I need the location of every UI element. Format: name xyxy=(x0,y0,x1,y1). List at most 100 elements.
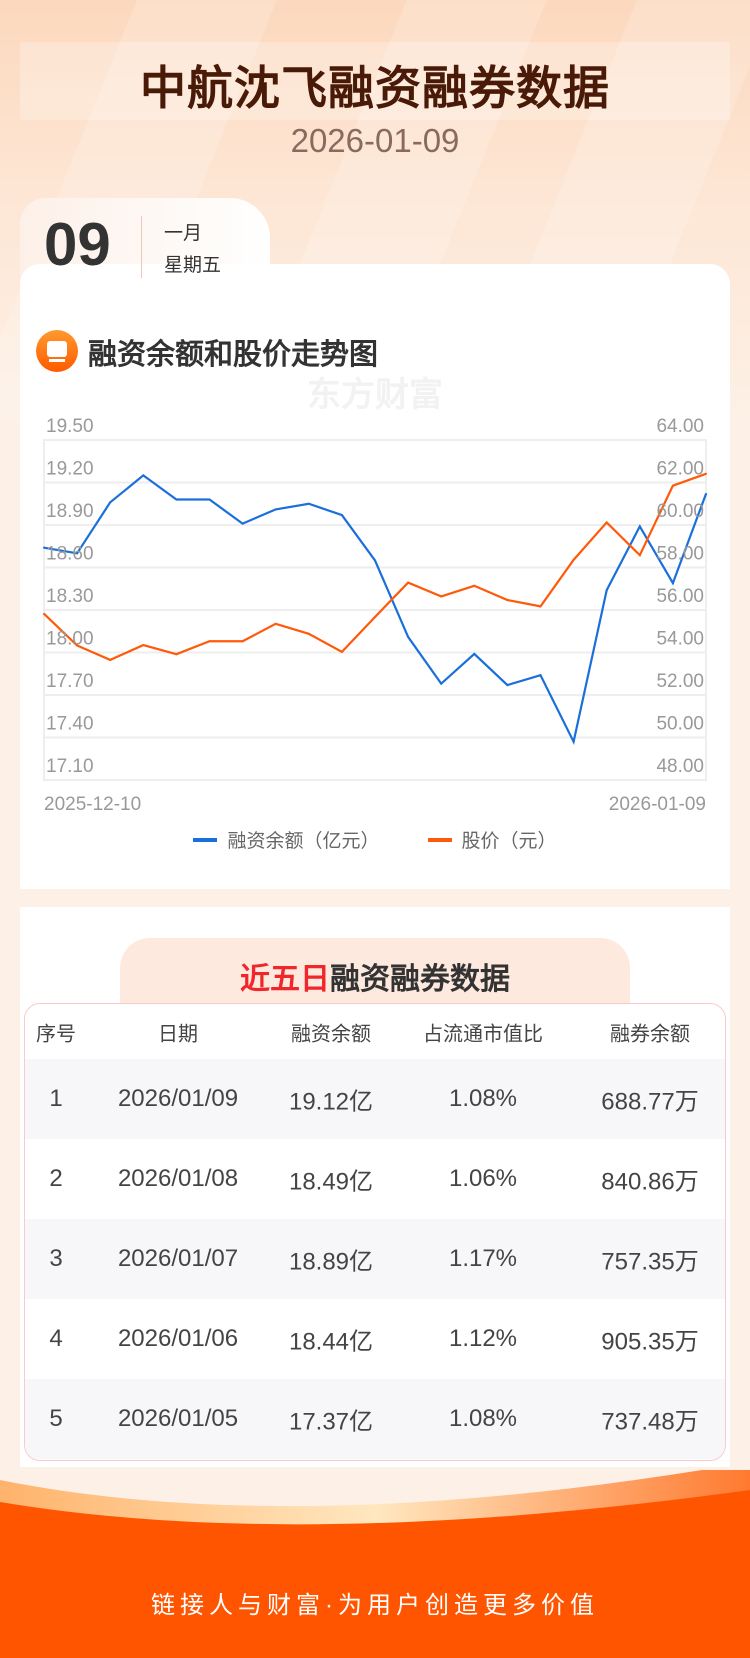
margin-balance-point xyxy=(175,498,178,501)
col-header: 融券余额 xyxy=(610,1023,690,1045)
price-point xyxy=(671,484,674,487)
row-date: 2026/01/06 xyxy=(117,1325,239,1352)
right-tick-label: 52.00 xyxy=(656,671,704,692)
table-row: 1 2026/01/09 19.12亿 1.08% 688.77万 xyxy=(25,1059,725,1139)
row-index: 4 xyxy=(49,1325,63,1352)
margin-balance-point xyxy=(572,740,575,743)
price-point xyxy=(142,644,145,647)
x-start-label: 2025-12-10 xyxy=(44,794,141,815)
left-tick-label: 17.10 xyxy=(46,756,94,777)
row-float-ratio: 1.17% xyxy=(448,1245,518,1272)
footer-slogan: 链接人与财富·为用户创造更多价值 xyxy=(151,1592,599,1619)
table-row: 5 2026/01/05 17.37亿 1.08% 737.48万 xyxy=(25,1379,725,1459)
left-tick-label: 17.70 xyxy=(46,671,94,692)
right-tick-label: 56.00 xyxy=(656,586,704,607)
chart-monitor-icon xyxy=(36,330,78,372)
title-band xyxy=(20,42,730,120)
margin-balance-point xyxy=(605,589,608,592)
margin-balance-point xyxy=(539,674,542,677)
margin-balance-point xyxy=(109,501,112,504)
row-float-ratio: 1.06% xyxy=(448,1165,518,1192)
margin-balance-point xyxy=(76,552,79,555)
margin-balance-point xyxy=(307,502,310,505)
legend-swatch-blue xyxy=(193,837,218,842)
margin-balance-point xyxy=(473,652,476,655)
margin-balance-point xyxy=(407,635,410,638)
watermark-logo: 东方财富 xyxy=(307,375,443,414)
col-header: 日期 xyxy=(158,1023,198,1045)
row-float-ratio: 1.08% xyxy=(448,1085,518,1112)
price-point xyxy=(175,653,178,656)
price-point xyxy=(374,616,376,619)
legend-label: 融资余额（亿元） xyxy=(227,831,380,852)
price-point xyxy=(539,605,542,608)
legend-label: 股价（元） xyxy=(461,831,557,852)
row-date: 2026/01/08 xyxy=(117,1165,239,1192)
table-title-rest: 融资融券数据 xyxy=(330,963,510,996)
chart-title: 融资余额和股价走势图 xyxy=(88,339,379,371)
row-date: 2026/01/09 xyxy=(117,1085,239,1112)
price-point xyxy=(208,640,211,643)
price-point xyxy=(407,581,410,584)
page-title: 中航沈飞融资融券数据 xyxy=(140,62,610,114)
row-date: 2026/01/07 xyxy=(117,1245,239,1272)
right-tick-label: 60.00 xyxy=(656,501,704,522)
right-tick-label: 48.00 xyxy=(656,756,704,777)
price-point xyxy=(473,584,476,587)
date-day: 09 xyxy=(44,211,111,278)
margin-balance-point xyxy=(671,582,674,585)
row-short-balance: 757.35万 xyxy=(601,1248,699,1276)
chart-card xyxy=(20,264,730,889)
price-point xyxy=(638,554,641,557)
left-tick-label: 18.30 xyxy=(46,586,94,607)
legend-item-price: 股价（元） xyxy=(427,826,557,853)
footer-wave xyxy=(0,1470,750,1658)
row-index: 5 xyxy=(49,1405,63,1432)
chart-legend: 融资余额（亿元） 股价（元） xyxy=(0,826,750,853)
price-point xyxy=(43,612,45,615)
right-tick-label: 54.00 xyxy=(656,629,704,650)
page-date: 2026-01-09 xyxy=(290,122,460,159)
margin-balance-point xyxy=(374,559,376,562)
margin-balance-line xyxy=(43,474,708,746)
left-tick-label: 18.60 xyxy=(46,544,94,565)
left-tick-label: 18.00 xyxy=(46,629,94,650)
price-point xyxy=(605,521,608,524)
margin-balance-point xyxy=(208,498,211,501)
margin-balance-point xyxy=(241,522,244,525)
row-float-ratio: 1.12% xyxy=(448,1325,518,1352)
price-point xyxy=(506,599,509,602)
date-weekday: 星期五 xyxy=(164,255,222,276)
margin-balance-point xyxy=(638,525,641,528)
price-point xyxy=(572,558,575,561)
x-end-label: 2026-01-09 xyxy=(609,794,706,815)
table-row: 2 2026/01/08 18.49亿 1.06% 840.86万 xyxy=(25,1139,725,1219)
table-header: 序号 日期 融资余额 占流通市值比 融券余额 xyxy=(25,1004,725,1059)
price-point xyxy=(705,472,707,475)
row-short-balance: 840.86万 xyxy=(601,1168,699,1196)
row-margin-balance: 19.12亿 xyxy=(288,1088,374,1116)
date-divider xyxy=(141,216,142,278)
row-index: 2 xyxy=(49,1165,63,1192)
price-point xyxy=(340,650,343,653)
margin-balance-point xyxy=(43,546,45,549)
row-float-ratio: 1.08% xyxy=(448,1405,518,1432)
col-header: 占流通市值比 xyxy=(423,1023,543,1045)
price-point xyxy=(76,644,79,647)
col-header: 序号 xyxy=(36,1023,76,1045)
row-margin-balance: 18.44亿 xyxy=(288,1328,374,1356)
table-title: 近五日融资融券数据 xyxy=(120,938,630,1008)
left-tick-label: 19.50 xyxy=(46,416,94,437)
table-title-highlight: 近五日 xyxy=(240,963,330,996)
margin-balance-point xyxy=(142,474,145,477)
row-short-balance: 905.35万 xyxy=(601,1328,699,1356)
margin-table: 序号 日期 融资余额 占流通市值比 融券余额 1 2026/01/09 19.12亿… xyxy=(24,1003,726,1461)
right-tick-label: 50.00 xyxy=(656,714,704,735)
right-tick-label: 62.00 xyxy=(656,459,704,480)
margin-balance-point xyxy=(506,684,509,687)
table-row: 3 2026/01/07 18.89亿 1.17% 757.35万 xyxy=(25,1219,725,1299)
legend-swatch-orange xyxy=(427,837,452,842)
row-index: 3 xyxy=(49,1245,63,1272)
row-short-balance: 688.77万 xyxy=(601,1088,699,1116)
row-margin-balance: 18.49亿 xyxy=(288,1168,374,1196)
